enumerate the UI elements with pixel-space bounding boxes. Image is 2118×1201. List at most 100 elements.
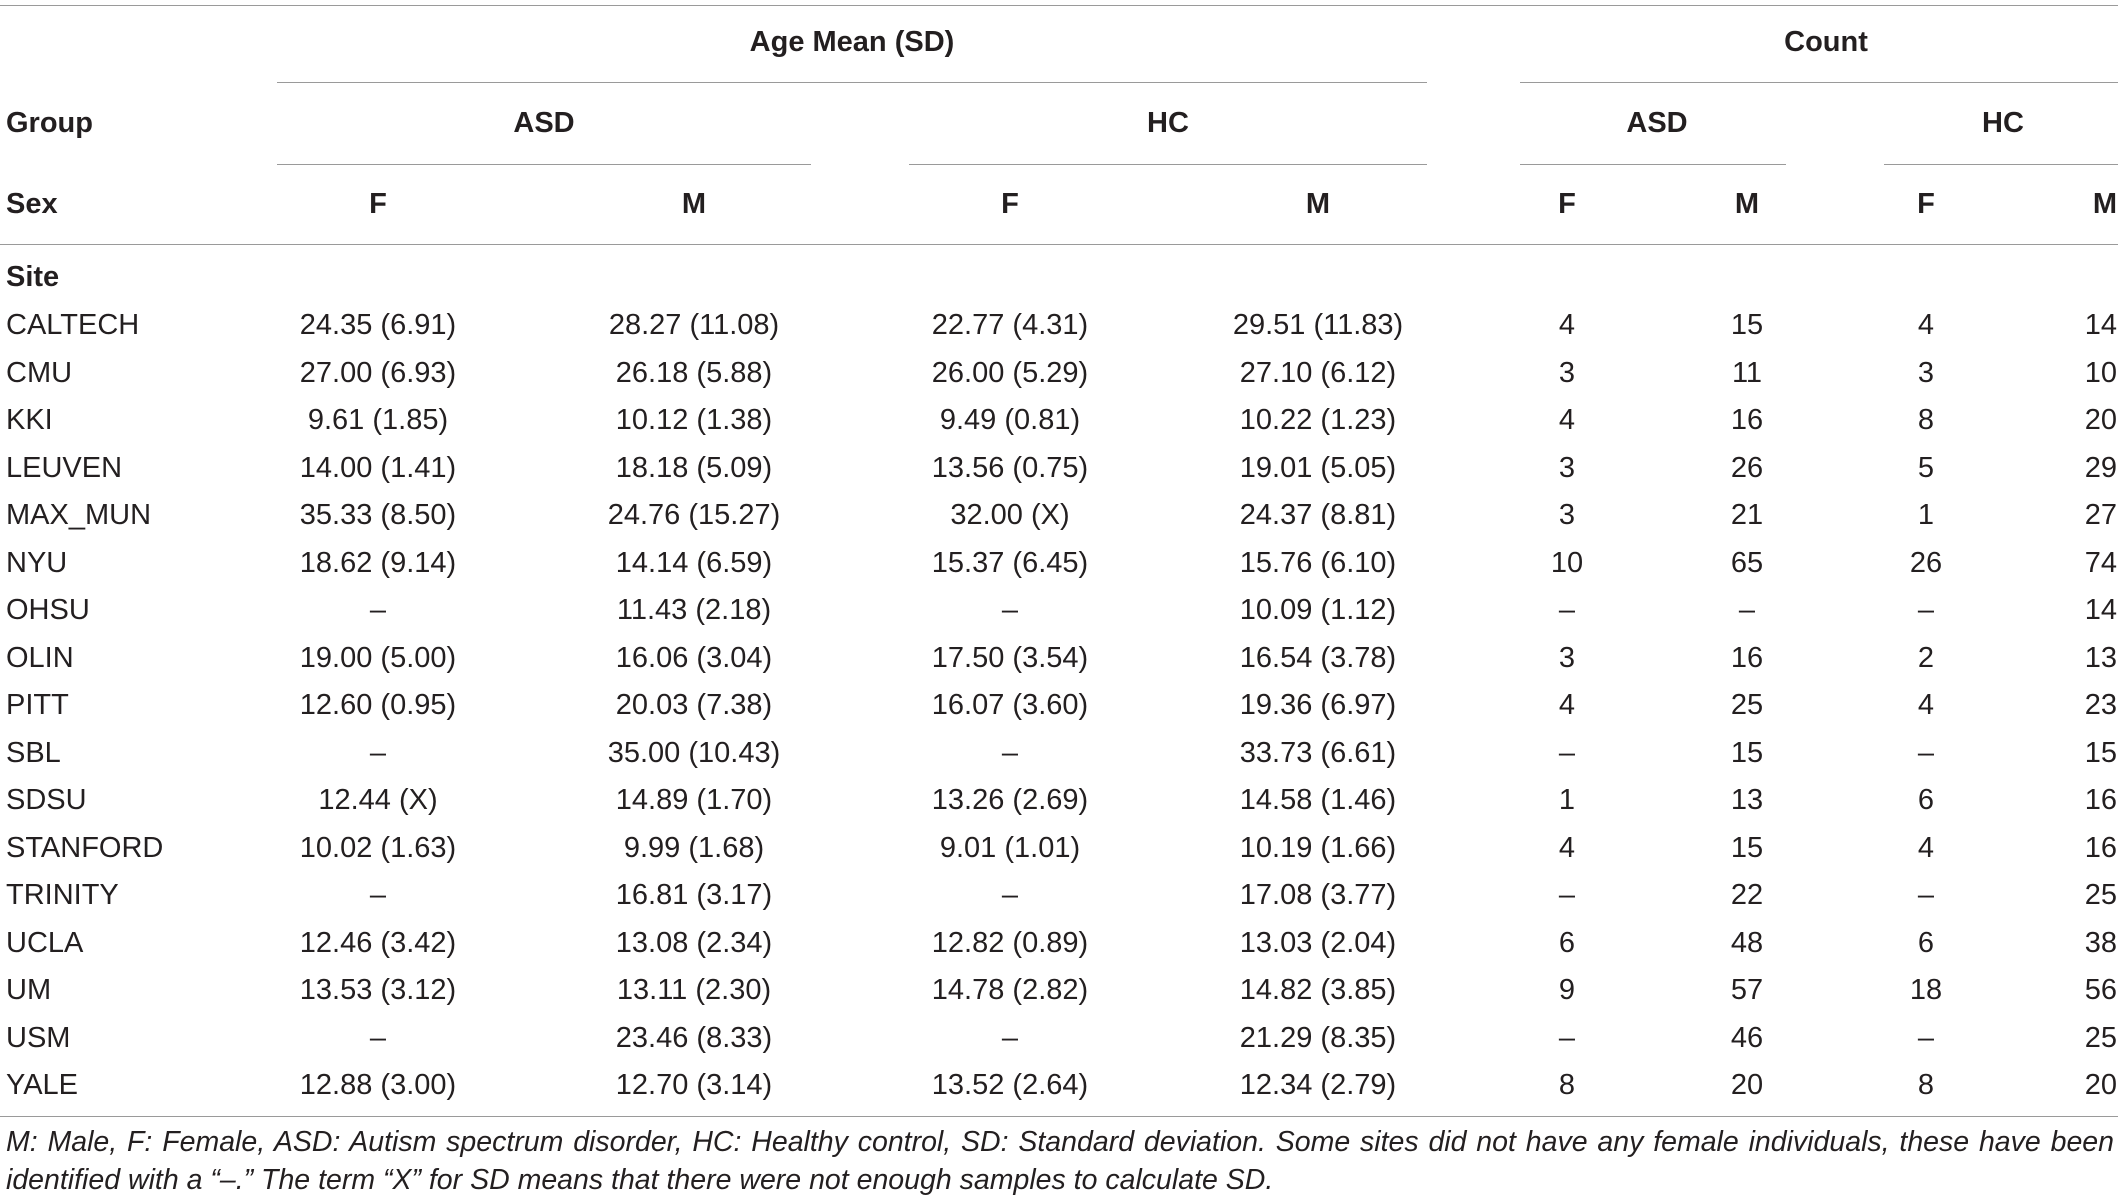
count-asd-m-cell: 15 [1730,736,1764,769]
age-asd-f-header: F [369,188,387,220]
site-label: Site [6,261,60,293]
count-hc-f-cell: 6 [1917,926,1935,959]
age-hc-m-header: M [1305,188,1331,220]
age-hc-m-cell: 14.58 (1.46) [1239,784,1397,816]
count-hc-m-cell: 16 [2084,831,2117,864]
site-name: CMU [6,356,73,389]
site-name: TRINITY [6,879,119,911]
count-hc-m-cell: 20 [2084,404,2117,436]
age-asd-f-cell: 19.00 (5.00) [299,641,457,674]
count-asd-m-cell: 16 [1730,641,1764,674]
site-name: OHSU [6,594,90,626]
count-asd-header: ASD [1626,107,1688,139]
age-hc-m-cell: 21.29 (8.35) [1239,1021,1397,1054]
age-asd-m-cell: 11.43 (2.18) [616,594,772,626]
age-mean-header: Age Mean (SD) [749,26,955,58]
count-asd-f-cell: 4 [1558,689,1576,721]
table-top-rule [0,5,2118,6]
site-name: PITT [6,689,69,721]
count-hc-f-cell: – [1917,736,1935,769]
age-hc-f-cell: 22.77 (4.31) [931,309,1089,341]
age-asd-f-cell: 12.88 (3.00) [299,1069,457,1101]
count-asd-f-cell: – [1558,736,1576,769]
age-asd-f-cell: 14.00 (1.41) [299,451,457,484]
count-asd-f-header: F [1558,188,1576,220]
count-hc-f-cell: 8 [1917,1069,1935,1101]
count-hc-m-cell: 16 [2084,784,2117,816]
age-asd-m-cell: 9.99 (1.68) [623,831,765,864]
count-hc-f-cell: 4 [1917,309,1935,341]
age-asd-f-cell: 10.02 (1.63) [299,831,457,864]
count-hc-m-cell: 10 [2084,356,2117,389]
age-asd-f-cell: 24.35 (6.91) [299,309,457,341]
count-asd-m-cell: 25 [1730,689,1764,721]
count-asd-m-cell: 20 [1730,1069,1764,1101]
age-hc-m-cell: 19.01 (5.05) [1239,451,1397,484]
count-hc-f-cell: 4 [1917,689,1935,721]
count-hc-f-cell: 6 [1917,784,1935,816]
age-asd-m-cell: 23.46 (8.33) [615,1021,773,1054]
count-asd-m-cell: 46 [1730,1021,1764,1054]
count-hc-f-header: F [1917,188,1935,220]
age-hc-m-cell: 24.37 (8.81) [1239,499,1397,531]
age-hc-m-cell: 12.34 (2.79) [1239,1069,1397,1101]
age-hc-header: HC [1147,107,1189,139]
site-name: UCLA [6,926,84,959]
age-hc-f-cell: 13.56 (0.75) [931,451,1089,484]
count-asd-f-cell: – [1558,1021,1576,1054]
count-group-rule [1520,82,2118,83]
count-asd-rule [1520,164,1786,165]
count-asd-m-cell: 21 [1730,499,1764,531]
count-hc-header: HC [1982,107,2024,139]
site-name: UM [6,974,52,1006]
age-hc-f-cell: 9.01 (1.01) [939,831,1081,864]
age-asd-m-cell: 26.18 (5.88) [615,356,773,389]
age-hc-m-cell: 13.03 (2.04) [1239,926,1397,959]
group-label: Group [6,107,93,139]
age-asd-m-cell: 10.12 (1.38) [615,404,773,436]
age-asd-m-cell: 13.08 (2.34) [615,926,773,959]
age-hc-f-cell: 16.07 (3.60) [931,689,1089,721]
age-asd-f-cell: 18.62 (9.14) [299,546,457,579]
age-asd-m-cell: 20.03 (7.38) [615,689,773,721]
age-asd-f-cell: 12.60 (0.95) [299,689,457,721]
count-asd-f-cell: 4 [1558,831,1576,864]
count-hc-m-header: M [2092,188,2117,220]
age-asd-m-cell: 14.89 (1.70) [615,784,773,816]
count-hc-rule [1884,164,2118,165]
count-asd-m-cell: 57 [1730,974,1764,1006]
table-bottom-rule [0,1116,2118,1117]
age-asd-m-cell: 13.11 (2.30) [616,974,772,1006]
age-hc-m-cell: 14.82 (3.85) [1239,974,1397,1006]
count-asd-f-cell: 3 [1558,641,1576,674]
site-name: SBL [6,736,61,769]
age-hc-rule [909,164,1427,165]
age-asd-f-cell: – [369,594,387,626]
age-asd-f-cell: – [369,879,387,911]
count-hc-m-cell: 29 [2084,451,2117,484]
age-hc-f-cell: – [1001,879,1019,911]
count-asd-m-cell: 48 [1730,926,1764,959]
count-asd-f-cell: 3 [1558,356,1576,389]
age-asd-m-cell: 35.00 (10.43) [607,736,781,769]
age-hc-m-cell: 10.22 (1.23) [1239,404,1397,436]
age-asd-f-cell: – [369,736,387,769]
age-hc-f-cell: 13.52 (2.64) [931,1069,1089,1101]
count-asd-f-cell: 4 [1558,404,1576,436]
count-hc-f-cell: – [1917,879,1935,911]
age-asd-header: ASD [513,107,575,139]
count-hc-m-cell: 23 [2084,689,2117,721]
count-header: Count [1784,26,1868,58]
site-name: SDSU [6,784,87,816]
age-asd-m-cell: 18.18 (5.09) [615,451,773,484]
site-name: KKI [6,404,53,436]
age-hc-f-cell: 13.26 (2.69) [931,784,1089,816]
count-hc-m-cell: 14 [2084,594,2117,626]
count-asd-f-cell: 3 [1558,451,1576,484]
age-hc-f-cell: – [1001,736,1019,769]
age-hc-m-cell: 17.08 (3.77) [1239,879,1397,911]
count-asd-f-cell: 8 [1558,1069,1576,1101]
site-name: LEUVEN [6,451,123,484]
count-hc-m-cell: 25 [2084,879,2117,911]
age-hc-f-cell: 26.00 (5.29) [931,356,1089,389]
